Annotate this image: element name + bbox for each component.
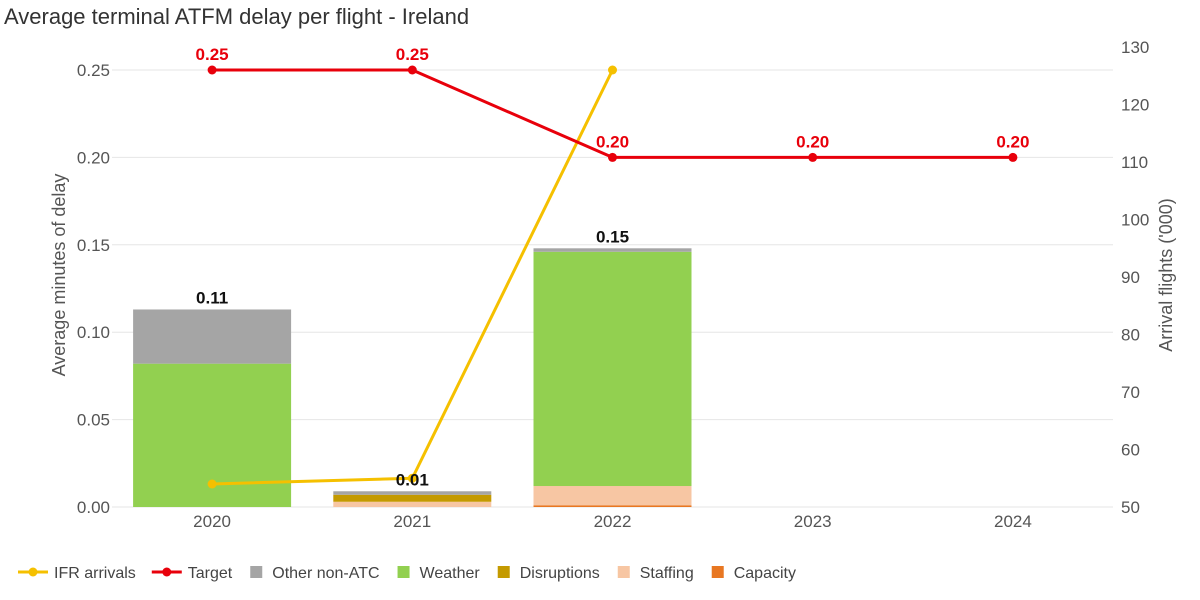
legend-label: IFR arrivals <box>54 565 136 582</box>
y2-axis-label: Arrival flights ('000) <box>1156 198 1176 351</box>
bar-segment <box>333 494 492 502</box>
bar-segment <box>333 491 492 495</box>
legend-marker <box>162 567 172 577</box>
y-tick-label: 0.05 <box>77 411 110 430</box>
x-tick-label: 2021 <box>393 512 431 531</box>
legend-swatch <box>711 566 724 578</box>
line-point <box>207 65 217 75</box>
legend-swatch <box>397 566 410 578</box>
legend: IFR arrivals Target Other non-ATC Weather Di… <box>18 565 796 582</box>
line-point <box>207 479 217 489</box>
legend-label: Weather <box>420 565 481 582</box>
legend-label: Other non-ATC <box>272 565 379 582</box>
y2-tick-label: 90 <box>1121 268 1140 287</box>
y2-tick-label: 60 <box>1121 441 1140 460</box>
bars <box>133 248 692 507</box>
line-point <box>808 152 818 162</box>
target-label: 0.20 <box>596 132 629 151</box>
y2-tick-label: 50 <box>1121 498 1140 517</box>
chart-title: Average terminal ATFM delay per flight -… <box>4 4 469 29</box>
bar-segment <box>533 505 692 507</box>
line-point <box>608 65 617 75</box>
bar-segment <box>533 486 692 506</box>
series-lines <box>207 65 1018 489</box>
y-tick-label: 0.00 <box>77 498 110 517</box>
y2-tick-label: 70 <box>1121 383 1140 402</box>
line-point <box>407 473 417 483</box>
legend-label: Target <box>188 565 233 582</box>
y2-tick-label: 100 <box>1121 211 1149 230</box>
y-tick-label: 0.10 <box>77 323 110 342</box>
bar-segment <box>133 309 292 364</box>
x-tick-label: 2024 <box>994 512 1032 531</box>
data-labels: 0.11 0.01 0.15 0.25 0.25 0.20 0.20 0.20 <box>196 45 1030 489</box>
y2-tick-label: 110 <box>1121 153 1148 172</box>
y2-tick-label: 130 <box>1121 38 1149 57</box>
bar-total-label: 0.11 <box>196 288 228 307</box>
line-point <box>608 152 617 162</box>
bar-segment <box>533 248 692 252</box>
legend-swatch <box>250 566 263 578</box>
legend-marker <box>28 567 38 577</box>
bar-total-label: 0.15 <box>596 227 629 246</box>
bar-total-label: 0.01 <box>396 470 429 489</box>
bar-segment <box>333 501 492 507</box>
y-tick-label: 0.15 <box>77 236 110 255</box>
line-point <box>1008 152 1018 162</box>
target-label: 0.20 <box>996 132 1029 151</box>
legend-label: Disruptions <box>520 565 600 582</box>
y-tick-label: 0.25 <box>77 61 110 80</box>
x-tick-label: 2020 <box>193 512 231 531</box>
bar-segment <box>533 251 692 487</box>
y-axis-label: Average minutes of delay <box>49 174 69 377</box>
legend-swatch <box>497 566 510 578</box>
target-label: 0.25 <box>396 45 429 64</box>
axis-ticks: 0.00 0.05 0.10 0.15 0.20 0.25 50 60 70 80 90 100 110… <box>77 38 1149 531</box>
legend-label: Staffing <box>640 565 694 582</box>
legend-swatch <box>617 566 630 578</box>
y-tick-label: 0.20 <box>77 148 110 167</box>
line-point <box>407 65 417 75</box>
x-tick-label: 2023 <box>794 512 832 531</box>
target-label: 0.25 <box>196 45 229 64</box>
x-tick-label: 2022 <box>594 512 632 531</box>
legend-label: Capacity <box>734 565 796 582</box>
y2-tick-label: 80 <box>1121 326 1140 345</box>
target-label: 0.20 <box>796 132 829 151</box>
y2-tick-label: 120 <box>1121 96 1149 115</box>
